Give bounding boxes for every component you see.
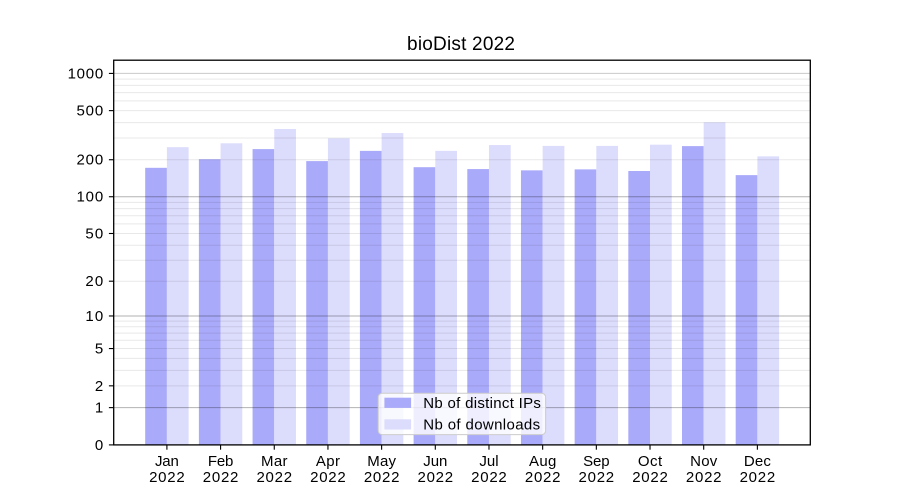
svg-text:200: 200	[77, 152, 104, 169]
svg-text:2022: 2022	[310, 469, 346, 486]
svg-text:2022: 2022	[632, 469, 668, 486]
svg-text:Apr: Apr	[316, 453, 340, 470]
svg-text:Sep: Sep	[583, 453, 609, 470]
svg-text:Nb of distinct IPs: Nb of distinct IPs	[423, 395, 541, 412]
svg-text:5: 5	[95, 341, 103, 358]
svg-text:2022: 2022	[740, 469, 776, 486]
svg-text:2022: 2022	[525, 469, 561, 486]
svg-text:Aug: Aug	[529, 453, 556, 470]
svg-text:Feb: Feb	[208, 453, 234, 470]
svg-text:Jul: Jul	[479, 453, 498, 470]
svg-text:Mar: Mar	[261, 453, 287, 470]
svg-text:1: 1	[95, 400, 103, 417]
svg-text:0: 0	[95, 437, 103, 454]
svg-text:2022: 2022	[418, 469, 454, 486]
svg-text:2: 2	[95, 378, 103, 395]
svg-text:bioDist 2022: bioDist 2022	[407, 34, 515, 55]
svg-text:2022: 2022	[149, 469, 185, 486]
svg-text:20: 20	[85, 273, 103, 290]
svg-text:2022: 2022	[471, 469, 507, 486]
svg-text:100: 100	[77, 189, 104, 206]
svg-text:Jan: Jan	[155, 453, 179, 470]
svg-text:2022: 2022	[203, 469, 239, 486]
svg-text:2022: 2022	[364, 469, 400, 486]
svg-text:10: 10	[85, 308, 103, 325]
svg-text:500: 500	[77, 103, 104, 120]
svg-text:Nov: Nov	[690, 453, 718, 470]
svg-text:Nb of downloads: Nb of downloads	[423, 417, 540, 434]
svg-text:May: May	[367, 453, 396, 470]
svg-text:2022: 2022	[256, 469, 292, 486]
svg-text:1000: 1000	[68, 65, 104, 82]
svg-text:Jun: Jun	[423, 453, 447, 470]
svg-text:Dec: Dec	[744, 453, 772, 470]
svg-text:Oct: Oct	[638, 453, 663, 470]
svg-text:2022: 2022	[686, 469, 722, 486]
svg-text:2022: 2022	[579, 469, 615, 486]
svg-text:50: 50	[85, 225, 103, 242]
